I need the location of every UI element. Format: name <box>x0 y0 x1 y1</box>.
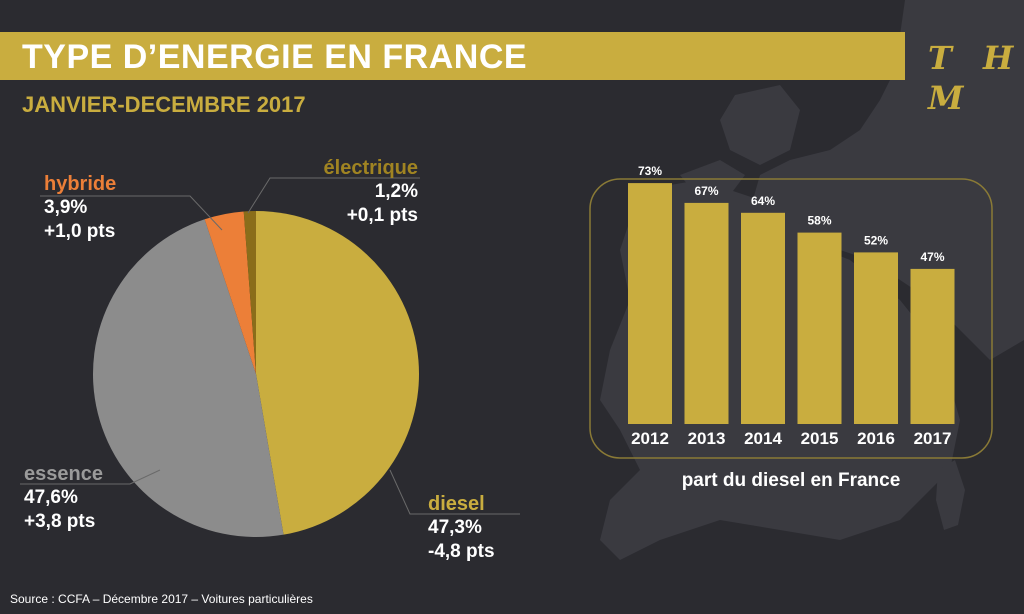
label-hybride-value: 3,9% <box>44 197 88 218</box>
label-electrique-change: +0,1 pts <box>346 205 418 226</box>
bar-category-label-2013: 2013 <box>688 429 726 448</box>
bar-data-label-2017: 47% <box>920 250 944 264</box>
callout-hybride <box>40 195 223 231</box>
bar-chart-caption: part du diesel en France <box>681 470 901 491</box>
label-essence: essence 47,6% +3,8 pts <box>24 462 103 534</box>
bar-data-label-2016: 52% <box>864 233 888 247</box>
title-bar <box>0 32 905 80</box>
label-hybride-change: +1,0 pts <box>44 221 116 242</box>
page-subtitle: JANVIER-DECEMBRE 2017 <box>22 92 306 117</box>
label-diesel: diesel 47,3% -4,8 pts <box>428 492 495 564</box>
bar-data-label-2013: 67% <box>694 184 718 198</box>
bar-category-label-2017: 2017 <box>914 429 952 448</box>
label-hybride: hybride 3,9% +1,0 pts <box>44 172 116 244</box>
pie-slice-essence <box>92 219 284 537</box>
label-hybride-name: hybride <box>44 173 117 195</box>
label-electrique-name: électrique <box>323 157 418 179</box>
diesel-bar-chart: 73% 2012 67% 2013 64% 2014 58% 2015 52% 2016 47% 20… <box>628 164 955 448</box>
page-title: TYPE D’ENERGIE EN FRANCE <box>22 38 528 76</box>
bar-data-label-2012: 73% <box>638 164 662 178</box>
pie-slice-diesel <box>256 211 419 535</box>
bar-2016 <box>854 252 898 424</box>
bar-chart-frame <box>589 178 993 459</box>
label-essence-value: 47,6% <box>24 487 78 508</box>
bar-2013 <box>684 202 729 424</box>
callout-essence <box>20 469 161 485</box>
pie-callouts <box>20 177 520 515</box>
source-note: Source : CCFA – Décembre 2017 – Voitures… <box>10 592 313 606</box>
brand-logo: T H M <box>928 39 1024 117</box>
label-diesel-name: diesel <box>428 493 485 515</box>
bar-category-label-2015: 2015 <box>801 429 839 448</box>
label-electrique: électrique 1,2% +0,1 pts <box>312 156 418 228</box>
bar-2012 <box>628 183 672 424</box>
pie-slice-hybride <box>204 211 256 374</box>
bar-category-label-2012: 2012 <box>631 429 669 448</box>
bar-2015 <box>797 232 842 424</box>
bar-2017 <box>910 268 955 424</box>
bar-data-label-2015: 58% <box>807 214 831 228</box>
callout-electrique <box>247 177 420 214</box>
bar-data-label-2014: 64% <box>751 194 775 208</box>
bar-category-label-2014: 2014 <box>744 429 782 448</box>
label-electrique-value: 1,2% <box>374 181 418 202</box>
callout-diesel <box>389 469 520 515</box>
label-essence-change: +3,8 pts <box>24 511 96 532</box>
energy-pie-chart <box>92 211 419 537</box>
label-essence-name: essence <box>24 463 103 485</box>
label-diesel-value: 47,3% <box>428 517 482 538</box>
bar-2014 <box>741 212 785 424</box>
pie-slice-électrique <box>243 211 256 374</box>
bar-category-label-2016: 2016 <box>857 429 895 448</box>
label-diesel-change: -4,8 pts <box>428 541 495 562</box>
